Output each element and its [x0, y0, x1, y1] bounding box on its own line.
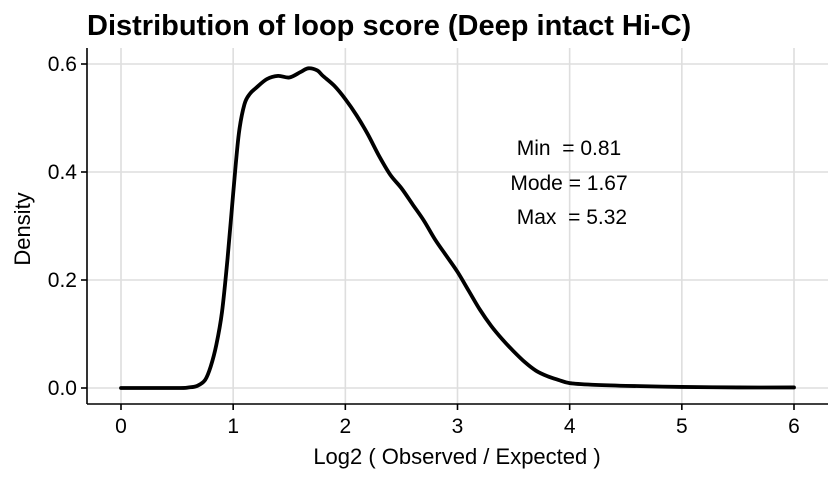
grid — [87, 48, 828, 404]
annotation-mode: Mode = 1.67 — [510, 172, 627, 195]
x-tick-label-3: 3 — [452, 415, 464, 438]
annotation-block: Min = 0.81 Mode = 1.67 Max = 5.32 — [510, 137, 627, 229]
annotation-max: Max = 5.32 — [511, 206, 627, 229]
series — [119, 66, 796, 390]
annotation-min: Min = 0.81 — [517, 137, 621, 160]
x-tick-label-6: 6 — [788, 415, 800, 438]
x-tick-label-4: 4 — [564, 415, 576, 438]
x-tick-label-2: 2 — [339, 415, 351, 438]
x-tick-label-0: 0 — [115, 415, 127, 438]
ticks: 0 1 2 3 4 5 6 0.0 0.2 0.4 0.6 — [48, 53, 800, 438]
chart-title: Distribution of loop score (Deep intact … — [87, 10, 691, 42]
y-axis-title: Density — [10, 192, 35, 265]
y-tick-label-2: 0.4 — [48, 161, 78, 184]
y-tick-label-3: 0.6 — [48, 53, 77, 76]
x-axis-title: Log2 ( Observed / Expected ) — [313, 444, 600, 469]
density-curve-0 — [119, 66, 796, 390]
x-tick-label-5: 5 — [676, 415, 688, 438]
x-tick-label-1: 1 — [227, 415, 239, 438]
y-tick-label-1: 0.2 — [48, 269, 77, 292]
y-tick-label-0: 0.0 — [48, 377, 77, 400]
